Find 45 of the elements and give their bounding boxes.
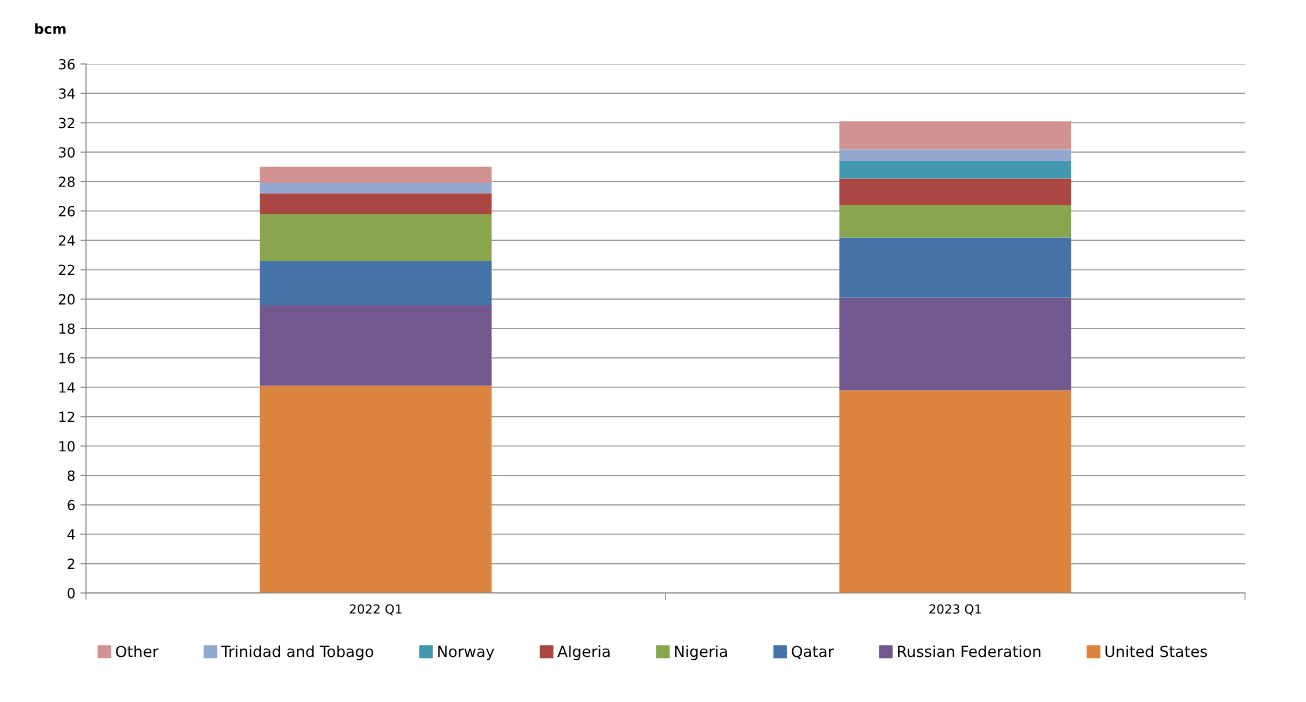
y-tick-label: 12: [59, 411, 75, 422]
x-tick-label: 2022 Q1: [349, 604, 402, 616]
bar: [839, 390, 1072, 593]
y-tick-label: 32: [58, 117, 75, 129]
y-tick-label: 6: [67, 499, 75, 511]
bar: [259, 213, 492, 261]
legend-label: Qatar: [791, 645, 834, 659]
y-tick-label: 36: [58, 58, 75, 70]
y-tick-label: 0: [67, 587, 75, 599]
bar: [259, 183, 492, 194]
legend-label: Nigeria: [675, 645, 727, 661]
legend-label: Trinidad and Tobago: [221, 645, 374, 661]
y-tick-label: 10: [59, 441, 75, 452]
y-tick-label: 24: [58, 235, 75, 246]
legend-label: Other: [115, 645, 159, 658]
bar: [839, 149, 1072, 161]
y-tick-label: 34: [58, 88, 75, 99]
bar: [259, 260, 492, 305]
y-tick-label: 22: [58, 264, 75, 275]
legend-label: United States: [1105, 645, 1207, 658]
legend-label: Norway: [438, 645, 495, 661]
y-tick-label: 14: [59, 382, 75, 393]
bar: [259, 304, 492, 386]
bar: [839, 205, 1072, 238]
bar: [259, 385, 492, 593]
y-tick-label: 2: [67, 558, 75, 569]
bar: [839, 237, 1072, 298]
y-tick-label: 26: [58, 205, 75, 217]
y-tick-label: 16: [59, 352, 75, 364]
bar: [259, 193, 492, 214]
bar: [839, 160, 1072, 179]
y-tick-label: 8: [67, 470, 75, 481]
x-tick-label: 2023 Q1: [929, 604, 981, 616]
y-tick-label: 18: [59, 323, 75, 334]
bar: [839, 178, 1072, 206]
legend-label: Algeria: [557, 645, 610, 661]
y-axis-title: bcm: [35, 23, 66, 35]
y-tick-label: 20: [58, 294, 75, 305]
y-tick-label: 28: [58, 176, 75, 188]
y-tick-label: 30: [58, 147, 75, 158]
y-tick-label: 4: [67, 529, 75, 540]
bar: [259, 166, 492, 184]
bar: [839, 121, 1072, 150]
bar: [839, 297, 1072, 391]
legend-label: Russian Federation: [898, 645, 1041, 658]
